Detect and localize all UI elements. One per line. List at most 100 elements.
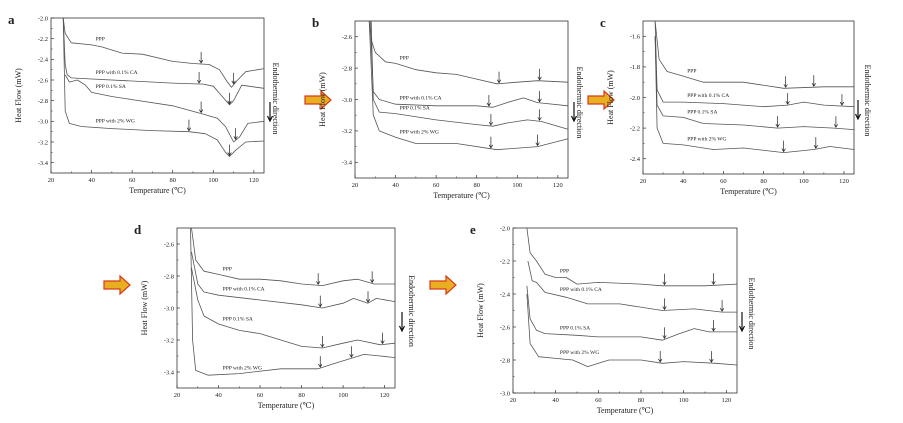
y-tick-label: -1.8	[630, 64, 640, 71]
y-tick-label: -2.6	[342, 34, 353, 41]
y-tick-label: -1.6	[630, 34, 641, 41]
panel-letter: b	[312, 15, 319, 30]
y-tick-label: -2.4	[630, 156, 641, 163]
x-tick-label: 20	[352, 182, 359, 189]
transition-arrow-marker	[496, 71, 502, 84]
series-label: PPP 0.1% SA	[223, 316, 253, 322]
x-tick-label: 100	[208, 177, 218, 184]
y-tick-label: -3.0	[164, 305, 174, 312]
series-label: PPP with 2% WG	[560, 350, 599, 356]
plot-frame	[50, 17, 265, 174]
endothermic-direction-label: Endothermic direction	[747, 278, 756, 350]
chart-panel-c: c 20 40 60 80 100 120 -1.6 -1.8 -2.0 -2.2 -2.4 Tempe…	[600, 15, 872, 196]
endothermic-arrow-icon	[854, 100, 862, 121]
series-line-4	[190, 227, 396, 376]
endothermic-arrow-icon	[398, 312, 406, 333]
x-tick-label: 60	[257, 392, 264, 399]
x-tick-label: 100	[679, 397, 689, 404]
plot-frame	[176, 227, 396, 389]
transition-arrow-marker	[488, 113, 494, 126]
endothermic-direction-label: Endothermic direction	[271, 63, 280, 135]
y-tick-label: -3.0	[342, 97, 352, 104]
endothermic-direction-label: Endothermic direction	[575, 67, 584, 139]
transition-arrow-marker	[711, 273, 716, 285]
y-tick-label: -2.8	[342, 65, 352, 72]
series-line-4	[62, 17, 265, 157]
endothermic-direction-label: Endothermic direction	[863, 65, 872, 137]
x-tick-label: 120	[839, 178, 849, 185]
series-label: PPP	[560, 269, 569, 275]
chart-panel-a: a 20 40 60 80 100 120 -2.0 -2.2 -2.4 -2.6 -2.8 -3.0 -…	[8, 12, 280, 195]
series-label: PPP 0.1% SA	[687, 110, 717, 116]
transition-arrow-marker	[662, 298, 667, 311]
x-tick-label: 20	[48, 177, 55, 184]
x-tick-label: 120	[380, 392, 390, 399]
y-axis-label: Heat Flow (mW)	[318, 72, 327, 127]
x-tick-label: 20	[510, 397, 517, 404]
y-tick-label: -2.0	[630, 95, 640, 102]
transition-arrow-marker	[813, 137, 818, 149]
y-tick-label: -2.6	[500, 324, 511, 331]
endothermic-arrow-icon	[266, 102, 274, 123]
y-tick-label: -2.4	[38, 57, 49, 64]
series-line-2	[62, 17, 265, 106]
x-tick-label: 120	[721, 397, 731, 404]
y-tick-label: -3.4	[164, 369, 175, 376]
transition-arrow-marker	[488, 136, 494, 149]
plot-frame	[512, 227, 738, 394]
x-tick-label: 60	[433, 182, 440, 189]
series-line-3	[64, 74, 265, 143]
y-tick-label: -3.0	[500, 390, 510, 397]
chart-panel-e: e 20 40 60 80 100 120 -2.0 -2.2 -2.4 -2.6 -2.8 -3.0 T…	[470, 222, 756, 415]
series-label: PPP with 0.1% CA	[560, 287, 602, 293]
x-tick-label: 40	[215, 392, 222, 399]
y-tick-label: -3.4	[38, 160, 49, 167]
transition-arrow-marker	[537, 68, 542, 81]
transition-arrow-marker	[186, 119, 192, 132]
series-label: PPP with 0.1% CA	[223, 287, 265, 293]
series-label: PPP with 2% WG	[687, 137, 726, 143]
series-label: PPP with 2% WG	[223, 365, 262, 371]
series-line-2	[369, 20, 569, 108]
transition-arrow-marker	[711, 319, 716, 332]
transition-arrow-marker	[380, 332, 385, 345]
y-tick-label: -2.6	[38, 77, 49, 84]
x-axis-label: Temperature (℃)	[258, 401, 315, 410]
panel-transition-arrow-icon	[587, 89, 615, 111]
series-label: PPP with 2% WG	[96, 118, 135, 124]
x-tick-label: 20	[174, 392, 181, 399]
y-tick-label: -3.0	[38, 119, 48, 126]
endothermic-arrow-icon	[570, 102, 578, 123]
transition-arrow-marker	[320, 336, 325, 348]
transition-arrow-marker	[781, 140, 786, 153]
series-line-4	[368, 20, 569, 151]
x-tick-label: 100	[799, 178, 809, 185]
y-axis-label: Heat Flow (mW)	[476, 283, 485, 338]
panel-transition-arrow-icon	[304, 89, 332, 111]
x-tick-label: 60	[595, 397, 602, 404]
x-axis-label: Temperature (℃)	[720, 187, 777, 196]
x-tick-label: 40	[680, 178, 687, 185]
transition-arrow-marker	[318, 295, 323, 308]
transition-arrow-marker	[537, 109, 542, 121]
series-label: PPP 0.1% SA	[96, 84, 126, 90]
endothermic-direction-label: Endothermic direction	[407, 275, 416, 347]
chart-panel-b: b 20 40 60 80 100 120 -2.6 -2.8 -3.0 -3.2 -3.4 Tempe…	[312, 15, 584, 200]
y-tick-label: -2.0	[500, 225, 510, 232]
transition-arrow-marker	[227, 144, 232, 157]
transition-arrow-marker	[662, 327, 667, 340]
plot-frame	[642, 20, 855, 175]
x-axis-label: Temperature (℃)	[433, 191, 490, 200]
plot-frame	[354, 20, 569, 179]
chart-panel-d: d 20 40 60 80 100 120 -2.6 -2.8 -3.0 -3.2 -3.4 Tempe…	[134, 222, 416, 410]
panel-transition-arrow-icon	[429, 274, 457, 296]
transition-arrow-marker	[839, 94, 845, 106]
series-label: PPP with 2% WG	[400, 129, 439, 135]
y-tick-label: -3.2	[38, 139, 48, 146]
transition-arrow-marker	[199, 51, 204, 64]
series-line-3	[654, 36, 855, 130]
transition-arrow-marker	[662, 273, 667, 286]
series-line-1	[62, 17, 265, 88]
transition-arrow-marker	[370, 271, 375, 284]
